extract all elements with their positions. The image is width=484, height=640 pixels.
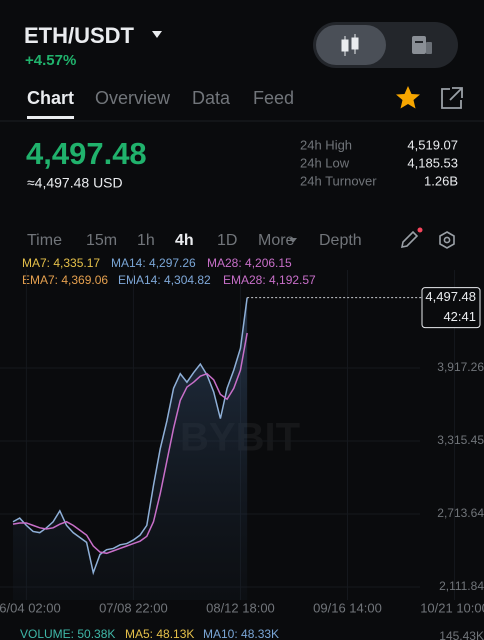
stat-label: 24h Turnover [300,173,377,188]
tab[interactable]: Feed [253,88,294,108]
x-tick-label: 07/08 22:00 [99,600,168,615]
series [12,297,248,600]
volume-max: 145.43K [439,629,484,640]
y-tick-label: 3,917.26 [437,360,484,374]
y-tick-label: 2,713.64 [437,506,484,520]
indicator: MA14: 4,297.26 [111,256,196,270]
candle-icon [341,34,359,56]
indicator: MA7: 4,335.17 [22,256,100,270]
countdown: 42:41 [443,309,476,324]
x-tick-label: 08/12 18:00 [206,600,275,615]
change: +4.57% [25,52,76,69]
y-tick-label: 2,111.84 [439,579,484,593]
favorite-star[interactable] [396,86,420,109]
timeframe[interactable]: 1h [137,232,155,249]
last-price: 4,497.48 [26,136,147,171]
timeframe[interactable]: More [258,232,295,249]
settings-icon[interactable] [439,231,455,249]
pair[interactable]: ETH/USDT [24,23,135,48]
timeframe[interactable]: 1D [217,232,237,249]
tab[interactable]: Overview [95,88,171,108]
price-area [13,297,248,600]
timeframe[interactable]: 4h [175,232,194,249]
timeframe[interactable]: 15m [86,232,117,249]
last-price-label: 4,497.48 [425,289,476,304]
toggle-chart[interactable] [316,25,386,65]
volume-indicator: MA10: 48.33K [203,627,279,640]
indicator: EMA28: 4,192.57 [223,273,316,287]
indicator: EMA7: 4,369.06 [22,273,108,287]
notice-dot [417,227,423,233]
draw-icon[interactable] [400,230,419,249]
volume-indicator: MA5: 48.13K [125,627,194,640]
indicator: EMA14: 4,304.82 [118,273,211,287]
stat-value: 4,185.53 [407,155,458,170]
share-icon[interactable] [441,87,463,109]
pair-caret[interactable] [152,31,162,38]
timeframe[interactable]: Depth [319,232,362,249]
indicator: MA28: 4,206.15 [207,256,292,270]
stat-label: 24h Low [300,155,350,170]
series-line [12,297,248,576]
x-tick-label: 09/16 14:00 [313,600,382,615]
doc-icon[interactable] [412,36,432,54]
x-tick-label: 06/04 02:00 [0,600,61,615]
x-tick-label: 10/21 10:00 [420,600,484,615]
y-tick-label: 3,315.45 [437,433,484,447]
more-caret[interactable] [289,238,297,243]
stat-value: 4,519.07 [407,137,458,152]
tab[interactable]: Chart [27,88,74,108]
stat-label: 24h High [300,137,352,152]
series [12,332,248,555]
volume-indicator: VOLUME: 50.38K [20,627,115,640]
usd-price: ≈4,497.48 USD [27,175,123,191]
tab[interactable]: Data [192,88,231,108]
series-line [12,332,248,555]
timeframe[interactable]: Time [27,232,62,249]
last-price-box [421,287,481,329]
stat-value: 1.26B [424,173,458,188]
tab-underline [27,116,75,119]
